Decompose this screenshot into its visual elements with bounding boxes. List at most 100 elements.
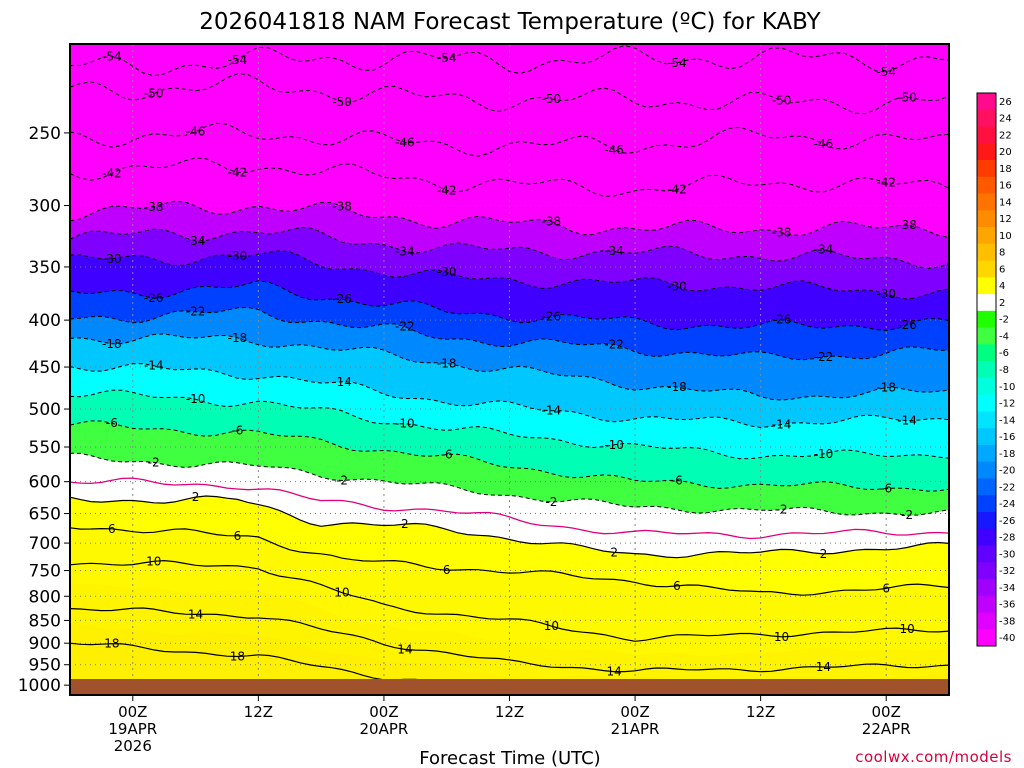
colorbar-label: 2 xyxy=(999,298,1005,309)
contour-label: 10 xyxy=(900,622,915,636)
colorbar-swatch xyxy=(977,344,996,362)
x-tick-label: 2026 xyxy=(114,737,152,755)
colorbar-label: -22 xyxy=(999,482,1015,493)
colorbar-label: -20 xyxy=(999,466,1015,477)
contour-label: -6 xyxy=(231,424,243,438)
colorbar-label: -36 xyxy=(999,600,1015,611)
contour-label: -26 xyxy=(144,291,164,305)
contour-label: -6 xyxy=(441,448,453,462)
contour-label: -2 xyxy=(148,455,160,469)
contour-label: -46 xyxy=(604,143,624,157)
contour-label: -38 xyxy=(542,215,562,229)
contour-label: -2 xyxy=(776,502,788,516)
colorbar-swatch xyxy=(977,629,996,647)
colorbar-label: -26 xyxy=(999,516,1015,527)
contour-label: 2 xyxy=(820,547,828,561)
contour-label: -50 xyxy=(332,95,352,109)
contour-label: -14 xyxy=(332,375,352,389)
contour-label: -30 xyxy=(437,265,457,279)
colorbar-swatch xyxy=(977,277,996,295)
contour-label: -54 xyxy=(667,56,687,70)
isotherm--50 xyxy=(70,73,949,115)
colorbar-swatch xyxy=(977,160,996,178)
colorbar-label: 22 xyxy=(999,130,1012,141)
colorbar-swatch xyxy=(977,478,996,496)
isotherm-10 xyxy=(70,559,949,642)
colorbar-swatch xyxy=(977,411,996,429)
contour-label: -42 xyxy=(667,183,687,197)
isotherm--22 xyxy=(70,306,949,361)
colorbar-swatch xyxy=(977,595,996,613)
contour-label: -6 xyxy=(671,473,683,487)
x-tick-label: 22APR xyxy=(862,720,911,738)
isotherm-contours xyxy=(70,45,949,693)
colorbar-swatch xyxy=(977,562,996,580)
contour-label: -30 xyxy=(667,280,687,294)
colorbar-swatch xyxy=(977,528,996,546)
colorbar-label: 8 xyxy=(999,248,1005,259)
colorbar-swatch xyxy=(977,126,996,144)
contour-label: -42 xyxy=(102,166,122,180)
colorbar-swatch xyxy=(977,243,996,262)
colorbar-swatch xyxy=(977,260,996,278)
colorbar-label: -12 xyxy=(999,399,1015,410)
contour-label: -46 xyxy=(814,137,834,151)
isotherm--30 xyxy=(70,250,949,300)
x-tick-label: 20APR xyxy=(360,720,409,738)
colorbar-label: -28 xyxy=(999,533,1015,544)
contour-label: 6 xyxy=(673,579,681,593)
colorbar-label: 10 xyxy=(999,231,1012,242)
contour-label: -34 xyxy=(186,234,206,248)
colorbar-swatch xyxy=(977,294,996,312)
x-tick-label: 12Z xyxy=(244,703,273,721)
y-tick-label: 500 xyxy=(29,400,61,420)
contour-label: -22 xyxy=(604,337,624,351)
colorbar-label: -8 xyxy=(999,365,1009,376)
colorbar-label: 20 xyxy=(999,147,1012,158)
colorbar-label: -2 xyxy=(999,315,1009,326)
contour-label: -18 xyxy=(667,380,687,394)
isotherm--54 xyxy=(70,45,949,77)
isotherm-2 xyxy=(70,495,949,559)
contour-label: 6 xyxy=(443,563,451,577)
colorbar-label: -38 xyxy=(999,616,1015,627)
chart-title: 2026041818 NAM Forecast Temperature (ºC)… xyxy=(199,9,821,35)
contour-label: -34 xyxy=(604,244,624,258)
colorbar-label: 18 xyxy=(999,164,1012,175)
contour-label: -46 xyxy=(395,135,415,149)
contour-label: -42 xyxy=(228,165,248,179)
isotherm--6 xyxy=(70,420,949,492)
colorbar-swatch xyxy=(977,109,996,128)
y-tick-label: 300 xyxy=(29,197,61,217)
contour-label: 2 xyxy=(610,545,618,559)
y-tick-label: 550 xyxy=(29,438,61,458)
colorbar-swatch xyxy=(977,511,996,530)
colorbar-swatch xyxy=(977,227,996,245)
y-tick-label: 450 xyxy=(29,358,61,378)
contour-label: 14 xyxy=(188,607,203,621)
contour-label: 6 xyxy=(108,522,116,536)
contour-label: 6 xyxy=(882,581,890,595)
contour-label: -6 xyxy=(106,416,118,430)
contour-label: -10 xyxy=(814,447,834,461)
contour-label: -2 xyxy=(901,508,913,522)
contour-label: -30 xyxy=(876,287,896,301)
y-axis: 250 300 350 400 450 500 550 600 650 700 750 800 850 9… xyxy=(18,124,70,696)
contour-label: -14 xyxy=(542,404,562,418)
contour-label: 10 xyxy=(334,586,349,600)
x-axis-label: Forecast Time (UTC) xyxy=(419,748,600,768)
y-tick-label: 750 xyxy=(29,562,61,582)
colorbar-swatch xyxy=(977,310,996,329)
x-tick-label: 12Z xyxy=(746,703,775,721)
contour-label: -14 xyxy=(897,414,917,428)
contour-label: -54 xyxy=(102,50,122,64)
contour-label: -38 xyxy=(144,200,164,214)
contour-label: -42 xyxy=(876,176,896,190)
contour-label: -42 xyxy=(437,183,457,197)
colorbar-swatch xyxy=(977,143,996,161)
contour-label: -54 xyxy=(437,51,457,65)
contour-label: 18 xyxy=(230,650,245,664)
contour-label: 6 xyxy=(234,529,242,543)
